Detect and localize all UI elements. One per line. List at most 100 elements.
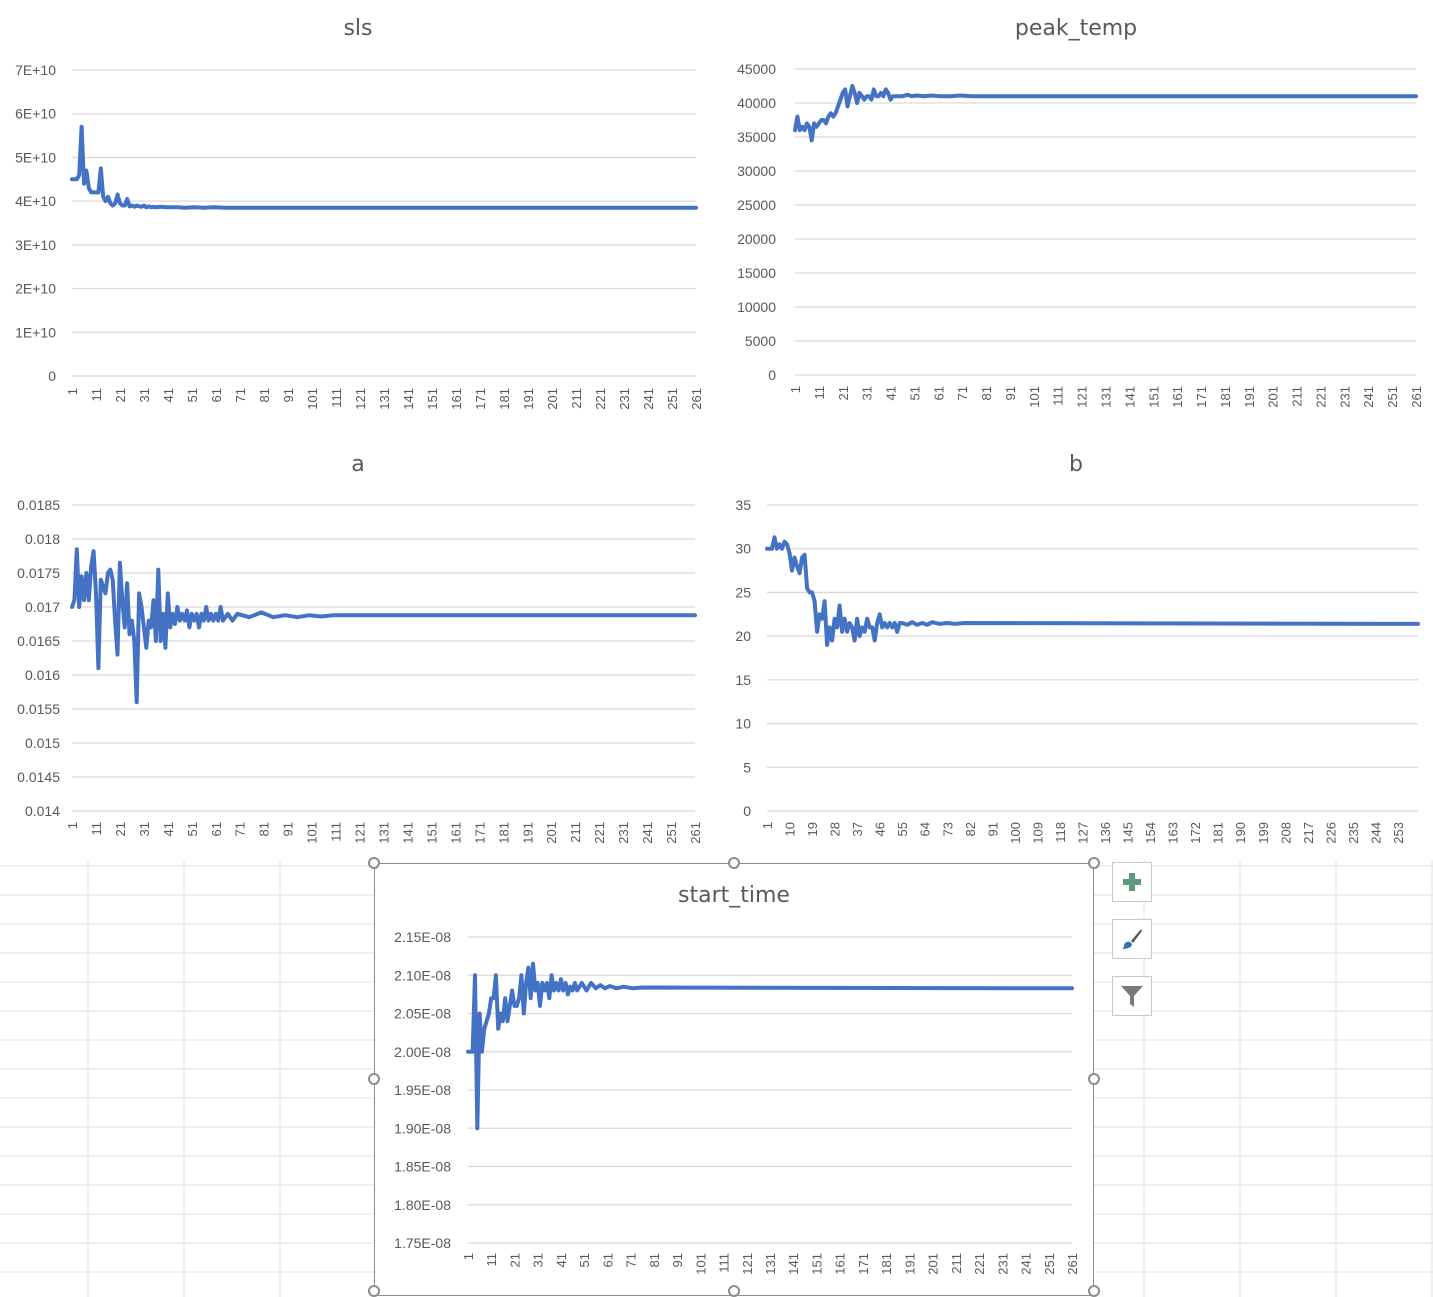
y-tick-label: 1.80E-08 (394, 1197, 451, 1213)
x-tick-label: 73 (940, 822, 955, 836)
y-tick-label: 15000 (737, 265, 776, 281)
resize-handle-top-middle[interactable] (728, 857, 740, 869)
x-tick-label: 1 (65, 822, 80, 829)
chart-b[interactable]: b 0 5 10 15 20 25 30 35 1 10 19 28 37 46 55 64 73 82 91 100… (719, 430, 1433, 858)
x-tick-label: 81 (257, 822, 272, 836)
x-tick-label: 1 (760, 822, 775, 829)
resize-handle-bottom-middle[interactable] (728, 1285, 740, 1297)
x-tick-label: 71 (955, 386, 970, 400)
x-tick-label: 111 (329, 822, 344, 842)
resize-handle-bottom-left[interactable] (368, 1285, 380, 1297)
y-tick-label: 0 (768, 367, 776, 383)
x-tick-label: 121 (353, 822, 368, 844)
x-tick-label: 141 (401, 388, 416, 410)
x-tick-label: 11 (812, 386, 827, 400)
chart-plot: 0 5000 10000 15000 20000 25000 30000 35000 40000… (737, 61, 1424, 408)
y-tick-label: 35000 (737, 129, 776, 145)
x-tick-label: 51 (577, 1253, 592, 1267)
x-tick-label: 121 (353, 388, 368, 410)
y-tick-label: 2.00E-08 (394, 1044, 451, 1060)
x-tick-label: 221 (593, 388, 608, 410)
y-tick-label: 0 (743, 803, 751, 819)
x-tick-label: 61 (931, 386, 946, 400)
resize-handle-top-left[interactable] (368, 857, 380, 869)
y-tick-label: 0.015 (25, 735, 60, 751)
chart-plot: 0 5 10 15 20 25 30 35 1 10 19 28 37 46 55 64 73 82 91 100 10… (735, 497, 1420, 844)
x-tick-label: 1 (65, 388, 80, 395)
x-tick-label: 141 (400, 822, 415, 844)
x-tick-label: 46 (873, 822, 888, 836)
chart-elements-button[interactable] (1112, 862, 1152, 902)
x-tick-label: 101 (305, 388, 320, 410)
chart-filters-button[interactable] (1112, 976, 1152, 1016)
x-tick-label: 11 (89, 388, 104, 402)
x-tick-label: 181 (879, 1253, 894, 1275)
y-tick-label: 25000 (737, 197, 776, 213)
x-tick-label: 21 (507, 1253, 522, 1267)
x-tick-label: 221 (972, 1253, 987, 1275)
x-tick-label: 28 (828, 822, 843, 836)
y-tick-label: 0 (48, 368, 56, 384)
y-tick-label: 0.0155 (17, 701, 60, 717)
x-tick-label: 1 (788, 386, 803, 393)
chart-a[interactable]: a 0.014 0.0145 0.015 0.0155 0.016 0.0165 0.017… (0, 430, 716, 858)
x-tick-label: 190 (1233, 822, 1248, 844)
x-tick-label: 51 (185, 388, 200, 402)
y-tick-label: 30 (735, 541, 751, 557)
y-tick-label: 20000 (737, 231, 776, 247)
x-tick-label: 172 (1188, 822, 1203, 844)
x-tick-label: 41 (554, 1253, 569, 1267)
x-tick-label: 201 (926, 1253, 941, 1275)
x-tick-label: 235 (1346, 822, 1361, 844)
y-tick-label: 1.85E-08 (394, 1159, 451, 1175)
y-tick-label: 1.75E-08 (394, 1235, 451, 1251)
x-tick-label: 82 (963, 822, 978, 836)
y-tick-label: 6E+10 (15, 106, 56, 122)
x-tick-label: 161 (1170, 386, 1185, 408)
x-tick-label: 181 (496, 822, 511, 844)
chart-plot: 0.014 0.0145 0.015 0.0155 0.016 0.0165 0.017 0.… (17, 497, 703, 844)
x-tick-label: 121 (1075, 386, 1090, 408)
x-tick-label: 231 (995, 1253, 1010, 1275)
chart-title: start_time (678, 883, 790, 908)
x-tick-label: 171 (856, 1253, 871, 1275)
x-tick-label: 91 (1003, 386, 1018, 400)
x-tick-label: 181 (1218, 386, 1233, 408)
chart-start-time[interactable]: start_time 1.75E-08 1.80E-08 1.85E-08 1.90E… (374, 863, 1094, 1295)
resize-handle-top-right[interactable] (1088, 857, 1100, 869)
y-tick-label: 0.0145 (17, 769, 60, 785)
y-tick-label: 0.0185 (17, 497, 60, 513)
series-line (765, 535, 1420, 647)
resize-handle-middle-right[interactable] (1088, 1073, 1100, 1085)
x-tick-label: 71 (233, 388, 248, 402)
x-tick-label: 231 (616, 822, 631, 844)
y-tick-label: 4E+10 (15, 193, 56, 209)
y-tick-label: 45000 (737, 61, 776, 77)
x-tick-label: 118 (1053, 822, 1068, 843)
y-tick-label: 2.05E-08 (394, 1006, 451, 1022)
chart-styles-button[interactable] (1112, 919, 1152, 959)
y-tick-label: 1E+10 (15, 324, 56, 340)
chart-sls[interactable]: sls 0 1E+10 2E+10 3E+10 4E+10 5E+10 6E+10 7E+10… (0, 0, 716, 426)
x-tick-label: 154 (1143, 822, 1158, 844)
x-tick-label: 31 (137, 388, 152, 402)
plus-icon (1123, 873, 1141, 891)
x-tick-label: 51 (907, 386, 922, 400)
x-tick-label: 191 (1242, 386, 1257, 408)
x-tick-label: 109 (1030, 822, 1045, 844)
x-tick-label: 241 (641, 388, 656, 410)
resize-handle-bottom-right[interactable] (1088, 1285, 1100, 1297)
x-tick-label: 136 (1098, 822, 1113, 844)
paintbrush-icon (1122, 929, 1142, 949)
chart-peak-temp[interactable]: peak_temp 0 5000 10000 15000 20000 25000 30000… (719, 0, 1433, 426)
x-tick-label: 37 (850, 822, 865, 836)
x-tick-label: 121 (740, 1253, 755, 1275)
x-tick-label: 253 (1391, 822, 1406, 844)
y-tick-label: 0.0165 (17, 633, 60, 649)
chart-title: b (1069, 452, 1083, 477)
resize-handle-middle-left[interactable] (368, 1073, 380, 1085)
x-tick-label: 161 (833, 1253, 848, 1275)
y-tick-label: 40000 (737, 95, 776, 111)
chart-title: a (351, 452, 365, 477)
x-tick-label: 251 (1042, 1253, 1057, 1275)
